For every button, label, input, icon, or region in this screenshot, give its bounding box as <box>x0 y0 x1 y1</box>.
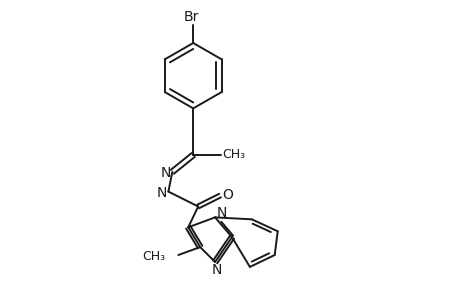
Text: O: O <box>222 188 233 202</box>
Text: Br: Br <box>183 10 198 24</box>
Text: N: N <box>216 206 227 220</box>
Text: CH₃: CH₃ <box>222 148 245 161</box>
Text: N: N <box>160 166 170 180</box>
Text: N: N <box>212 263 222 277</box>
Text: N: N <box>156 186 166 200</box>
Text: CH₃: CH₃ <box>142 250 165 262</box>
